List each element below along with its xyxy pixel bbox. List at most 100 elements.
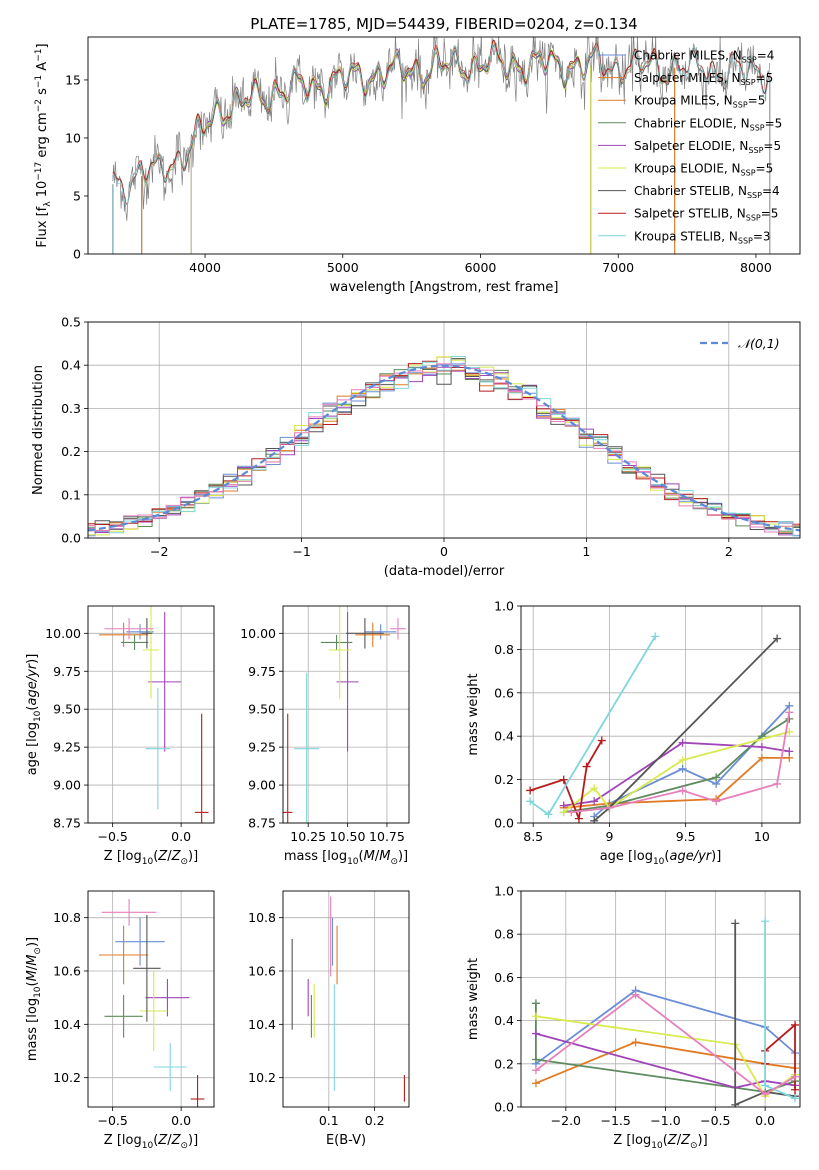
mass-weight-marker xyxy=(785,708,794,717)
axes-frame xyxy=(87,321,801,539)
y-axis-label: mass [log10(M/M⊙)] xyxy=(25,937,43,1061)
x-tick-label: 10.25 xyxy=(290,829,326,844)
mass-weight-marker xyxy=(559,775,568,784)
mass-vs-Z-panel: −0.5 0.0 10.2 10.4 10.6 10.8 Z [log10(Z/Z⊙)] ma… xyxy=(25,890,215,1151)
errorbar-point xyxy=(153,1043,187,1091)
spectrum-legend: Chabrier MILES, NSSP=4 Salpeter MILES, NS… xyxy=(598,49,782,245)
x-tick-label: 9.5 xyxy=(676,829,696,844)
y-tick-label: 0.2 xyxy=(61,444,81,459)
figure-title: PLATE=1785, MJD=54439, FIBERID=0204, z=0… xyxy=(250,15,637,33)
mass-weight-marker xyxy=(678,738,687,747)
x-tick-label: 0.0 xyxy=(171,829,191,844)
mass-weight-marker xyxy=(531,1066,540,1075)
mass-weight-marker xyxy=(605,803,614,812)
x-tick-label: 4000 xyxy=(189,260,221,275)
y-tick-label: 9.75 xyxy=(53,664,81,679)
axes-frame xyxy=(87,890,215,1108)
mass-weight-marker xyxy=(526,786,535,795)
x-tick-label: 8.5 xyxy=(523,829,543,844)
y-axis-label: age [log10(age/yr)] xyxy=(25,654,43,776)
residuals-panel: −2 −1 0 1 2 0.0 0.1 0.2 0.3 0.4 0.5 (data-model)/er… xyxy=(31,315,801,579)
residual-histogram-step xyxy=(88,358,800,534)
mass-weight-marker xyxy=(678,764,687,773)
x-tick-label: −0.5 xyxy=(97,829,127,844)
x-tick-label: 10 xyxy=(754,829,770,844)
mass-weight-marker xyxy=(757,753,766,762)
spectrum-model-line xyxy=(112,43,771,206)
y-tick-label: 0.6 xyxy=(494,970,514,985)
y-tick-label: 10.4 xyxy=(248,1017,276,1032)
mass-weight-marker xyxy=(526,797,535,806)
axes-frame xyxy=(87,36,801,255)
errorbar-point xyxy=(145,687,171,810)
y-tick-label: 10.6 xyxy=(53,964,81,979)
gaussian-reference-line xyxy=(88,364,800,532)
mass-weight-line xyxy=(535,993,796,1096)
mass-weight-marker xyxy=(712,773,721,782)
errorbar-point xyxy=(145,979,190,1017)
x-tick-label: −1.0 xyxy=(650,1113,680,1128)
y-tick-label: 9.50 xyxy=(248,702,276,717)
mass-weight-marker xyxy=(773,634,782,643)
y-tick-label: 9.75 xyxy=(248,664,276,679)
mass-weight-marker xyxy=(761,1090,770,1099)
y-tick-label: 0.4 xyxy=(494,729,514,744)
y-tick-label: 9.00 xyxy=(248,778,276,793)
legend-label: Kroupa MILES, NSSP=5 xyxy=(634,94,765,110)
legend-label: Salpeter STELIB, NSSP=5 xyxy=(634,207,778,223)
x-axis-label: mass [log10(M/M⊙)] xyxy=(284,849,408,867)
mass-weight-line xyxy=(535,1041,796,1085)
mass-weight-line xyxy=(563,741,790,807)
y-tick-label: 10.6 xyxy=(248,964,276,979)
errorbar-point xyxy=(133,915,161,1022)
y-tick-label: 0.4 xyxy=(494,1013,514,1028)
axes-frame xyxy=(282,890,410,1108)
x-tick-label: 0.0 xyxy=(171,1113,191,1128)
x-tick-label: −2.0 xyxy=(551,1113,581,1128)
errorbar-point xyxy=(126,624,154,640)
x-axis-label: (data-model)/error xyxy=(384,564,505,579)
y-tick-label: 0.0 xyxy=(494,816,514,831)
mass-weight-marker xyxy=(574,814,583,823)
mass-weight-marker xyxy=(531,999,540,1008)
y-tick-label: 0 xyxy=(73,247,81,262)
y-tick-label: 0.2 xyxy=(494,1056,514,1071)
weight-vs-Z-panel: −2.0 −1.5 −1.0 −0.5 0.0 0.0 0.2 0.4 0.6 0.8 1.0 Z [… xyxy=(466,884,801,1151)
errorbar-point xyxy=(346,618,384,649)
mass-weight-line xyxy=(734,923,796,1107)
y-tick-label: 0.0 xyxy=(61,531,81,546)
y-tick-label: 5 xyxy=(73,188,81,203)
legend-label: Chabrier MILES, NSSP=4 xyxy=(634,49,774,65)
x-tick-label: 2 xyxy=(725,544,733,559)
errorbar-point xyxy=(98,925,149,985)
errorbar-point xyxy=(328,606,351,699)
y-tick-label: 1.0 xyxy=(494,599,514,614)
y-axis-label: mass weight xyxy=(466,958,481,1040)
y-tick-label: 10.00 xyxy=(240,626,276,641)
mass-weight-marker xyxy=(559,808,568,817)
mass-vs-ebv-panel: 0.1 0.2 10.2 10.4 10.6 10.8 E(B-V) xyxy=(248,890,410,1148)
x-tick-label: 10.50 xyxy=(330,829,366,844)
y-tick-label: 1.0 xyxy=(494,884,514,899)
axes-frame xyxy=(520,605,801,824)
mass-weight-marker xyxy=(785,747,794,756)
y-axis-label: Flux [fλ 10−17 erg cm−2 s−1 A−1] xyxy=(34,43,53,247)
mass-weight-marker xyxy=(712,797,721,806)
y-tick-label: 10.2 xyxy=(53,1070,81,1085)
mass-weight-marker xyxy=(531,1079,540,1088)
mass-weight-marker xyxy=(773,779,782,788)
y-tick-label: 8.75 xyxy=(248,816,276,831)
age-vs-mass-panel: 10.25 10.50 10.75 8.75 9.00 9.25 9.50 9.75 10.00… xyxy=(240,605,410,867)
x-tick-label: 10.75 xyxy=(369,829,405,844)
x-tick-label: 8000 xyxy=(740,260,772,275)
mass-weight-line xyxy=(535,1032,796,1089)
mass-weight-line xyxy=(571,712,791,813)
legend-label: Salpeter MILES, NSSP=5 xyxy=(634,71,773,87)
mass-weight-marker xyxy=(791,1085,800,1094)
mass-weight-marker xyxy=(791,1094,800,1103)
x-tick-label: −2 xyxy=(150,544,168,559)
mass-weight-marker xyxy=(757,743,766,752)
legend-label: Kroupa ELODIE, NSSP=5 xyxy=(634,162,773,178)
y-axis-label: Normed distribution xyxy=(31,365,46,495)
x-tick-label: 1 xyxy=(582,544,590,559)
